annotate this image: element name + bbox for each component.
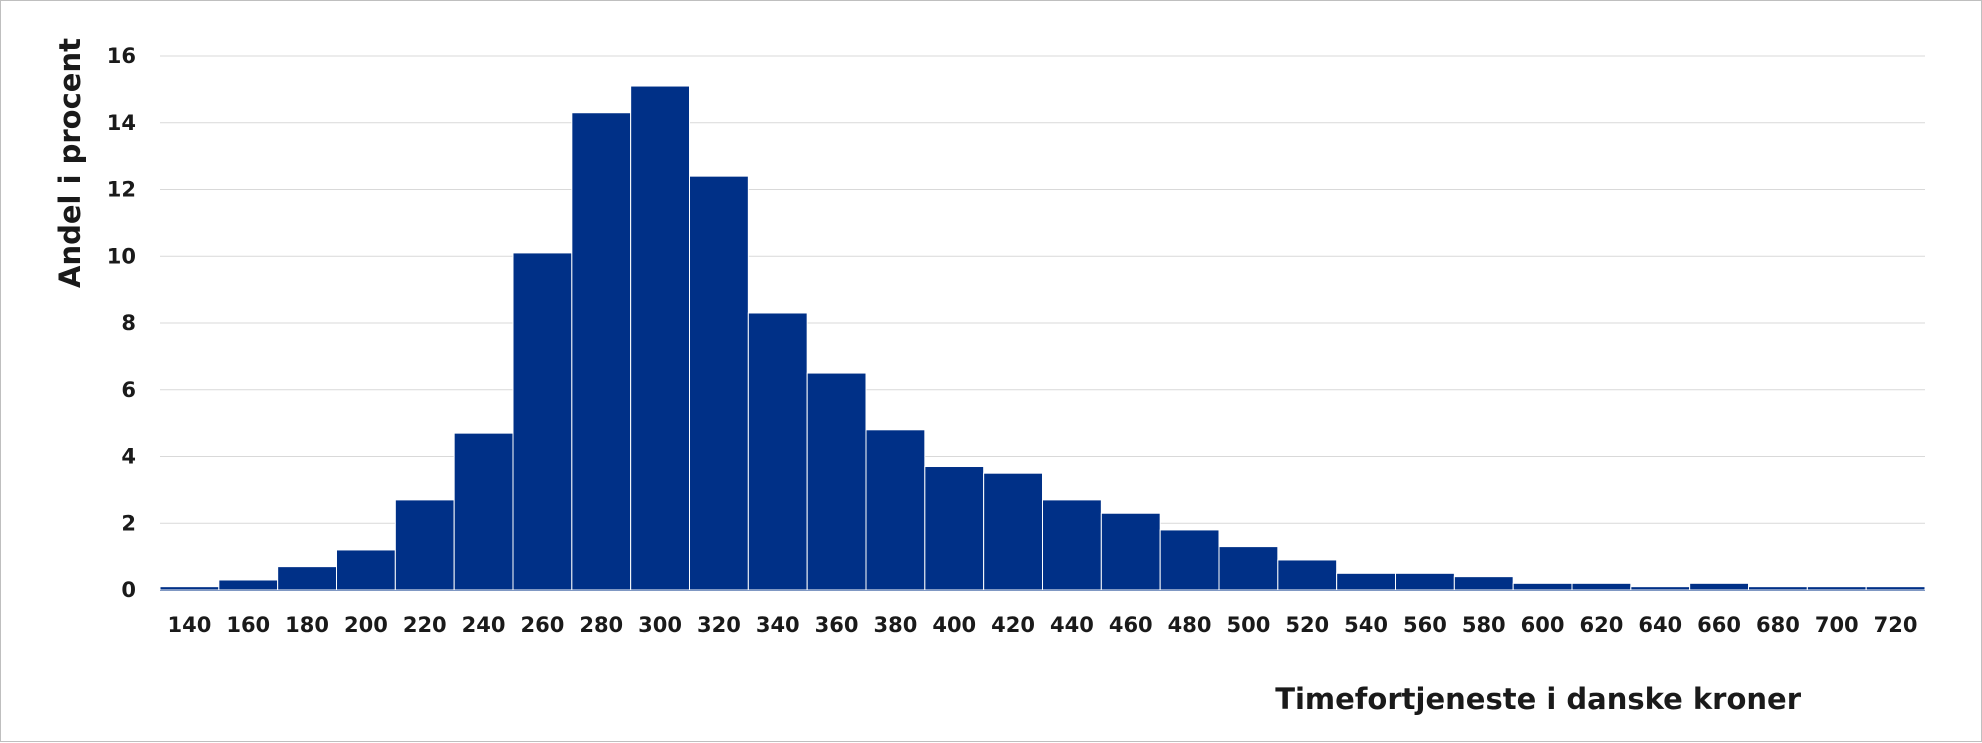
x-tick-label: 640 (1638, 613, 1682, 637)
x-tick-label: 620 (1579, 613, 1623, 637)
bar-680 (1748, 586, 1808, 591)
x-tick-label: 560 (1403, 613, 1447, 637)
bar-600 (1512, 582, 1573, 591)
x-tick-label: 340 (756, 613, 800, 637)
bar-340 (747, 312, 808, 591)
bar-280 (571, 112, 632, 591)
x-tick-label: 680 (1756, 613, 1800, 637)
x-tick-label: 280 (579, 613, 623, 637)
bar-520 (1277, 559, 1338, 591)
x-tick-label: 420 (991, 613, 1035, 637)
x-tick-label: 300 (638, 613, 682, 637)
x-tick-label: 140 (167, 613, 211, 637)
bar-500 (1218, 546, 1279, 591)
y-tick-label: 12 (107, 178, 136, 202)
bar-220 (394, 499, 455, 591)
bar-320 (689, 175, 749, 591)
bar-460 (1100, 512, 1161, 591)
x-tick-label: 600 (1521, 613, 1565, 637)
x-tick-label: 700 (1815, 613, 1859, 637)
y-tick-label: 0 (121, 578, 136, 602)
bars (159, 85, 1926, 591)
x-tick-label: 360 (815, 613, 859, 637)
x-tick-label: 320 (697, 613, 741, 637)
x-tick-label: 240 (462, 613, 506, 637)
y-tick-label: 2 (121, 511, 136, 535)
x-tick-label: 580 (1462, 613, 1506, 637)
x-tick-label: 540 (1344, 613, 1388, 637)
y-tick-label: 16 (107, 44, 136, 68)
x-tick-label: 720 (1874, 613, 1918, 637)
y-tick-label: 10 (107, 244, 136, 268)
x-tick-label: 200 (344, 613, 388, 637)
bar-260 (512, 252, 573, 591)
bar-720 (1865, 586, 1926, 591)
x-tick-label: 400 (932, 613, 976, 637)
bar-180 (277, 566, 337, 591)
x-axis-ticks: 140 160 180 200 220 240 260 280 300 320 340 360 380 4… (167, 613, 1917, 637)
x-tick-label: 520 (1285, 613, 1329, 637)
x-tick-label: 480 (1168, 613, 1212, 637)
y-axis-title: Andel i procent (53, 38, 87, 288)
bar-480 (1159, 529, 1220, 591)
bar-620 (1571, 582, 1632, 591)
bar-700 (1806, 586, 1867, 591)
y-tick-label: 14 (107, 111, 136, 135)
bar-360 (806, 372, 867, 591)
bar-200 (336, 549, 396, 591)
x-tick-label: 220 (403, 613, 447, 637)
x-axis-title: Timefortjeneste i danske kroner (1275, 682, 1801, 716)
bar-240 (453, 432, 514, 591)
x-tick-label: 160 (226, 613, 270, 637)
x-tick-label: 660 (1697, 613, 1741, 637)
bar-300 (630, 85, 691, 591)
bar-440 (1042, 499, 1102, 591)
x-tick-label: 440 (1050, 613, 1094, 637)
y-tick-label: 8 (121, 311, 136, 335)
x-tick-label: 500 (1226, 613, 1270, 637)
bar-160 (218, 579, 279, 591)
x-tick-label: 180 (285, 613, 329, 637)
y-tick-label: 4 (121, 445, 136, 469)
bar-580 (1453, 576, 1514, 591)
bar-140 (159, 586, 220, 591)
bar-540 (1336, 572, 1396, 591)
x-tick-label: 460 (1109, 613, 1153, 637)
bar-660 (1689, 582, 1749, 591)
y-axis-ticks: 0 2 4 6 8 10 12 14 16 (107, 44, 136, 602)
bar-560 (1395, 572, 1455, 591)
bar-640 (1630, 586, 1691, 591)
x-tick-label: 260 (520, 613, 564, 637)
bar-420 (983, 472, 1044, 591)
bar-380 (865, 429, 926, 591)
bar-400 (924, 466, 985, 591)
x-tick-label: 380 (873, 613, 917, 637)
y-tick-label: 6 (121, 378, 136, 402)
